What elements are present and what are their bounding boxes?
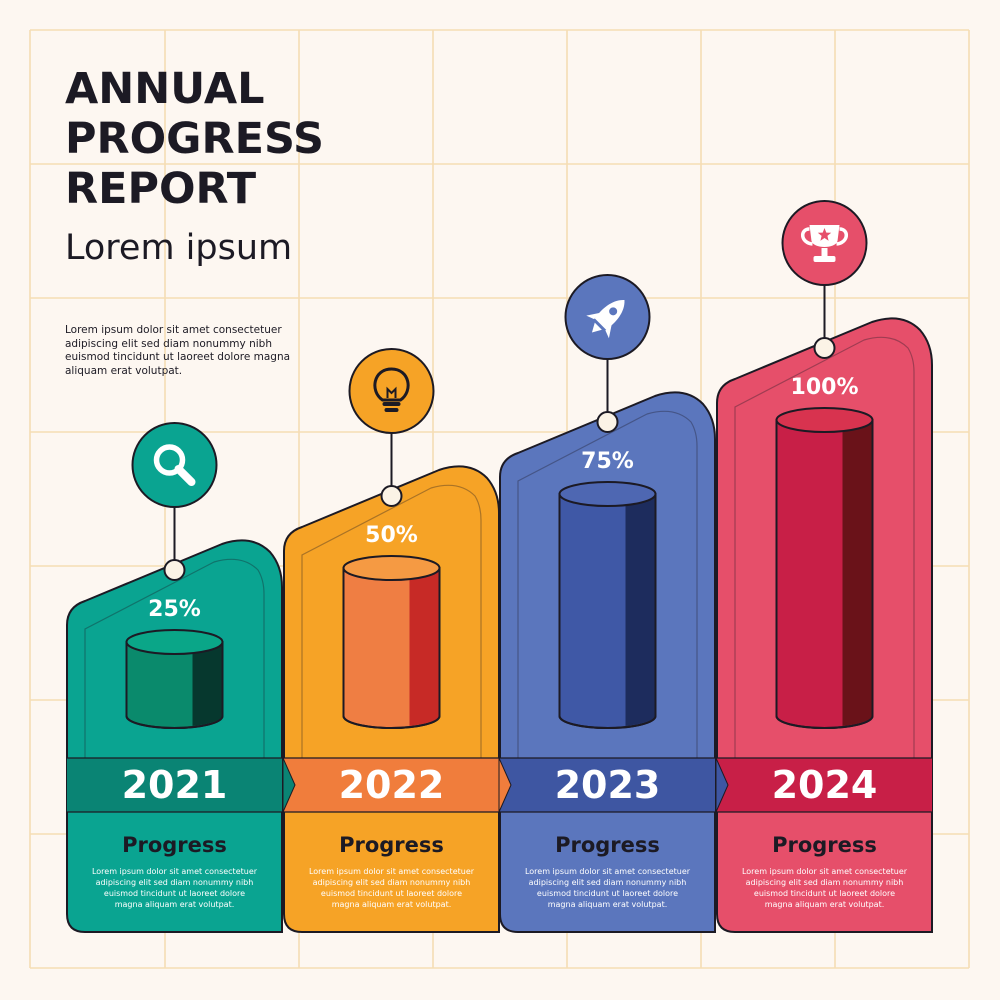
rocket-fin — [586, 312, 601, 320]
title-line-3: REPORT — [65, 164, 257, 214]
year-label: 2022 — [339, 763, 445, 807]
bar-cylinder-shade — [625, 494, 656, 726]
bulb-glass — [373, 367, 410, 402]
magnifier-handle — [174, 465, 196, 486]
year-band — [67, 758, 282, 812]
year-label: 2023 — [555, 763, 661, 807]
percent-label: 25% — [148, 597, 201, 622]
trophy-icon — [781, 200, 868, 286]
lightbulb-icon — [348, 348, 435, 434]
progress-card-2021: 25% 2021 Progress Lorem ipsum dolor sit ame… — [66, 422, 283, 933]
bulb-base — [384, 408, 399, 412]
card-inner-outline — [84, 558, 265, 758]
card-description-line: euismod tincidunt ut laoreet dolore — [754, 889, 895, 898]
card-description-line: euismod tincidunt ut laoreet dolore — [104, 889, 245, 898]
card-description-line: Lorem ipsum dolor sit amet consectetuer — [742, 867, 908, 876]
card-inner-outline — [301, 484, 482, 758]
progress-card-2022: 50% 2022 Progress Lorem ipsum dolor sit ame… — [283, 348, 500, 933]
card-description-line: euismod tincidunt ut laoreet dolore — [321, 889, 462, 898]
trophy-handle — [801, 227, 813, 246]
percent-label: 50% — [365, 523, 418, 548]
card-description-line: magna aliquam erat volutpat. — [115, 900, 235, 909]
report-title: ANNUAL PROGRESS REPORT — [65, 64, 385, 214]
percent-label: 100% — [791, 375, 859, 400]
card-description-line: euismod tincidunt ut laoreet dolore — [537, 889, 678, 898]
connector-knob — [380, 485, 403, 507]
trophy-star — [817, 228, 832, 241]
rocket-body — [594, 300, 625, 330]
year-label: 2021 — [122, 763, 228, 807]
progress-label: Progress — [555, 833, 660, 857]
card-description-line: magna aliquam erat volutpat. — [548, 900, 668, 909]
icon-circle — [348, 348, 435, 434]
trophy-stem — [821, 248, 828, 256]
year-label: 2024 — [772, 763, 878, 807]
trophy-handle — [836, 227, 848, 246]
bar-cylinder-top — [558, 481, 657, 507]
magnifier-lens — [153, 444, 186, 476]
connector-knob — [813, 337, 836, 359]
card-description-line: adipiscing elit sed diam nonummy nibh — [746, 878, 904, 887]
bar-cylinder-outline — [775, 420, 874, 729]
card-description-line: adipiscing elit sed diam nonummy nibh — [313, 878, 471, 887]
connector-knob — [596, 411, 619, 433]
card-description-line: magna aliquam erat volutpat. — [332, 900, 452, 909]
rocket-shape — [586, 300, 625, 339]
title-line-2: PROGRESS — [65, 114, 324, 164]
band-arrow — [498, 757, 512, 813]
bar-cylinder-outline — [558, 494, 657, 729]
year-band — [284, 758, 499, 812]
progress-label: Progress — [122, 833, 227, 857]
band-arrow — [715, 757, 729, 813]
card-description-line: Lorem ipsum dolor sit amet consectetuer — [309, 867, 475, 876]
card-description-line: magna aliquam erat volutpat. — [765, 900, 885, 909]
icon-circle — [131, 422, 218, 508]
card-inner-outline — [517, 410, 698, 758]
card-description-line: adipiscing elit sed diam nonummy nibh — [96, 878, 254, 887]
title-line-1: ANNUAL — [65, 64, 265, 114]
percent-label: 75% — [581, 449, 634, 474]
progress-label: Progress — [339, 833, 444, 857]
bulb-filament — [386, 386, 397, 398]
progress-card-2023: 75% 2023 Progress Lorem ipsum dolor sit ame… — [499, 274, 716, 933]
report-subtitle: Lorem ipsum — [65, 228, 293, 268]
bulb-base — [382, 402, 401, 406]
card-description-line: Lorem ipsum dolor sit amet consectetuer — [92, 867, 258, 876]
card-description-line: adipiscing elit sed diam nonummy nibh — [529, 878, 687, 887]
rocket-flame — [591, 322, 602, 333]
intro-text: Lorem ipsum dolor sit amet consectetuer … — [65, 324, 291, 377]
progress-card-2024: 100% 2024 Progress Lorem ipsum dolor sit am… — [716, 200, 933, 933]
bar-cylinder-outline — [342, 568, 441, 729]
bar-cylinder-shade — [409, 568, 440, 726]
bar-cylinder-top — [342, 555, 441, 581]
card-body — [66, 539, 283, 933]
progress-label: Progress — [772, 833, 877, 857]
bar-cylinder-shade — [842, 420, 873, 726]
bar-cylinder-shade — [192, 642, 223, 726]
year-band — [500, 758, 715, 812]
year-band — [717, 758, 932, 812]
bar-cylinder-outline — [125, 642, 224, 729]
bar-cylinder-top — [775, 407, 874, 433]
rocket-fin — [605, 324, 612, 339]
rocket-icon — [564, 274, 651, 360]
band-arrow — [282, 757, 296, 813]
card-description-line: Lorem ipsum dolor sit amet consectetuer — [525, 867, 691, 876]
trophy-base — [813, 256, 836, 262]
magnifier-icon — [131, 422, 218, 508]
bar-cylinder-top — [125, 629, 224, 655]
rocket-window — [609, 307, 618, 316]
card-inner-outline — [734, 336, 915, 758]
connector-knob — [163, 559, 186, 581]
